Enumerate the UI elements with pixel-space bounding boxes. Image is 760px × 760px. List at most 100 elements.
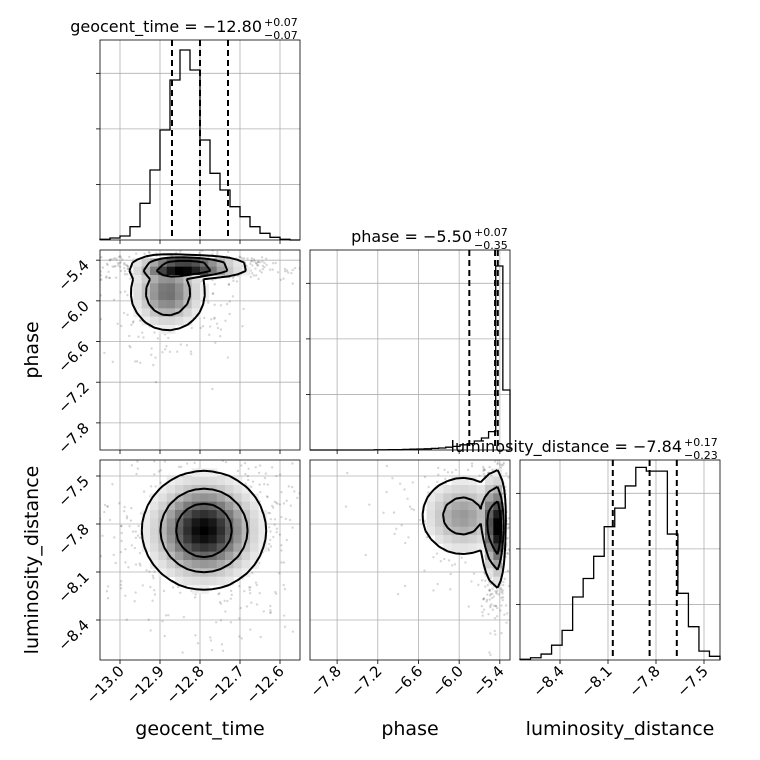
- density-geocent_time-vs-luminosity_distance-sample: [267, 549, 271, 552]
- density-geocent_time-vs-phase-sample: [207, 301, 210, 304]
- density-geocent_time-vs-phase-sample: [268, 268, 272, 271]
- x-tick-label-geocent_time-3: −12.7: [203, 662, 248, 707]
- density-geocent_time-vs-luminosity_distance-sample: [303, 515, 305, 517]
- density-geocent_time-vs-phase-sample: [116, 322, 119, 325]
- density-geocent_time-vs-phase-density-cell: [191, 308, 201, 318]
- density-geocent_time-vs-luminosity_distance-sample: [291, 630, 295, 633]
- density-geocent_time-vs-luminosity_distance-sample: [183, 428, 185, 430]
- density-geocent_time-vs-luminosity_distance-sample: [248, 588, 251, 592]
- density-geocent_time-vs-luminosity_distance-sample: [210, 648, 214, 652]
- density-geocent_time-vs-luminosity_distance-sample: [124, 594, 127, 597]
- density-phase-vs-luminosity_distance-density-cell: [435, 510, 444, 519]
- density-geocent_time-vs-luminosity_distance-sample: [275, 530, 278, 534]
- density-geocent_time-vs-luminosity_distance-sample: [205, 443, 207, 445]
- density-geocent_time-vs-luminosity_distance-sample: [160, 454, 162, 456]
- density-geocent_time-vs-luminosity_distance-density-cell: [183, 535, 193, 544]
- density-geocent_time-vs-phase-sample: [108, 276, 112, 280]
- density-phase-vs-luminosity_distance-sample: [499, 463, 502, 466]
- y-tick-label-luminosity_distance-1: −8.1: [54, 568, 92, 606]
- density-geocent_time-vs-phase-sample: [94, 263, 96, 265]
- panel-title-text-phase: phase = −5.50: [351, 227, 472, 246]
- density-geocent_time-vs-phase-sample: [152, 363, 155, 367]
- density-geocent_time-vs-luminosity_distance-sample: [157, 470, 161, 473]
- density-geocent_time-vs-luminosity_distance-density-cell: [141, 543, 151, 553]
- density-phase-vs-luminosity_distance-density-cell: [468, 485, 478, 494]
- density-geocent_time-vs-phase-density-cell: [150, 300, 159, 309]
- density-geocent_time-vs-phase-sample: [118, 262, 121, 265]
- density-phase-vs-luminosity_distance-sample: [494, 590, 497, 593]
- density-geocent_time-vs-phase-sample: [239, 256, 242, 259]
- density-geocent_time-vs-luminosity_distance-density-cell: [158, 493, 168, 503]
- density-phase-vs-luminosity_distance-sample: [496, 460, 500, 462]
- density-geocent_time-vs-phase-sample: [100, 278, 103, 281]
- density-phase-vs-luminosity_distance-sample: [470, 464, 474, 468]
- density-phase-vs-luminosity_distance-sample: [391, 477, 394, 480]
- density-geocent_time-vs-luminosity_distance-sample: [130, 464, 134, 467]
- density-phase-vs-luminosity_distance-marks: [344, 460, 558, 657]
- density-geocent_time-vs-phase-sample: [119, 269, 123, 273]
- density-geocent_time-vs-phase-density-cell: [200, 266, 209, 276]
- density-geocent_time-vs-luminosity_distance-sample: [291, 462, 294, 465]
- density-phase-vs-luminosity_distance-density-cell: [485, 485, 494, 494]
- density-geocent_time-vs-luminosity_distance-density-cell: [241, 493, 251, 503]
- x-tick-label-phase-4: −5.4: [469, 662, 507, 700]
- density-geocent_time-vs-phase-density-cell: [158, 316, 168, 326]
- density-geocent_time-vs-luminosity_distance-sample: [288, 518, 292, 522]
- density-geocent_time-vs-luminosity_distance-density-cell: [216, 568, 226, 578]
- density-phase-vs-luminosity_distance-density-cell: [468, 493, 478, 503]
- density-phase-vs-luminosity_distance-sample: [502, 461, 505, 465]
- density-geocent_time-vs-luminosity_distance-sample: [179, 465, 183, 469]
- density-phase-vs-luminosity_distance-sample: [501, 589, 505, 592]
- density-phase-vs-luminosity_distance-sample: [500, 464, 504, 467]
- density-phase-vs-luminosity_distance-density-cell: [493, 576, 503, 586]
- density-phase-vs-luminosity_distance-sample: [500, 596, 503, 599]
- density-geocent_time-vs-luminosity_distance-sample: [125, 618, 128, 621]
- density-geocent_time-vs-luminosity_distance-density-cell: [200, 476, 209, 486]
- density-geocent_time-vs-luminosity_distance-density-cell: [175, 485, 184, 494]
- density-phase-vs-luminosity_distance-sample: [489, 632, 492, 635]
- density-phase-vs-luminosity_distance-density-cell: [460, 526, 469, 536]
- density-geocent_time-vs-phase-sample: [164, 220, 166, 222]
- density-geocent_time-vs-luminosity_distance-sample: [138, 536, 142, 539]
- density-geocent_time-vs-luminosity_distance-sample: [220, 443, 222, 445]
- panel-title-minus-phase: −0.35: [474, 239, 508, 252]
- density-geocent_time-vs-phase-sample: [165, 244, 167, 246]
- density-geocent_time-vs-luminosity_distance-density-cell: [191, 560, 201, 569]
- density-geocent_time-vs-luminosity_distance-sample: [229, 597, 233, 600]
- density-geocent_time-vs-phase-sample: [41, 258, 43, 260]
- density-geocent_time-vs-luminosity_distance-density-cell: [183, 485, 193, 494]
- density-geocent_time-vs-phase-sample: [176, 350, 179, 353]
- density-geocent_time-vs-phase-sample: [201, 325, 205, 328]
- density-geocent_time-vs-luminosity_distance-density-cell: [241, 526, 251, 536]
- panel-title-text-geocent_time: geocent_time = −12.80: [70, 17, 262, 37]
- density-geocent_time-vs-phase-sample: [265, 257, 268, 260]
- plot-background-layer: [100, 40, 720, 660]
- panel-title-plus-phase: +0.07: [474, 226, 508, 239]
- density-phase-vs-luminosity_distance-sample: [491, 592, 494, 596]
- density-geocent_time-vs-phase-sample: [232, 279, 235, 282]
- density-geocent_time-vs-luminosity_distance-density-cell: [158, 535, 168, 544]
- density-geocent_time-vs-luminosity_distance-density-cell: [175, 576, 184, 586]
- panel-title-minus-geocent_time: −0.07: [264, 29, 298, 42]
- density-phase-vs-luminosity_distance-sample: [410, 507, 413, 511]
- density-geocent_time-vs-phase-density-cell: [225, 258, 234, 268]
- density-phase-vs-luminosity_distance-sample: [364, 553, 367, 557]
- density-geocent_time-vs-luminosity_distance-density-cell: [150, 535, 159, 544]
- density-geocent_time-vs-luminosity_distance-sample: [293, 490, 296, 493]
- density-geocent_time-vs-phase-sample: [164, 237, 166, 239]
- density-geocent_time-vs-phase-sample: [89, 292, 91, 294]
- density-geocent_time-vs-luminosity_distance-density-cell: [216, 510, 226, 519]
- density-geocent_time-vs-phase-sample: [119, 256, 123, 259]
- density-geocent_time-vs-phase-density-cell: [133, 275, 143, 284]
- density-geocent_time-vs-phase-sample: [261, 260, 264, 263]
- density-geocent_time-vs-phase-sample: [104, 276, 108, 279]
- density-geocent_time-vs-luminosity_distance-density-cell: [191, 493, 201, 503]
- density-phase-vs-luminosity_distance-sample: [556, 517, 558, 519]
- density-geocent_time-vs-phase-density-cell: [216, 266, 226, 276]
- density-geocent_time-vs-phase-sample: [138, 319, 142, 322]
- density-phase-vs-luminosity_distance-density-cell: [451, 501, 461, 511]
- density-geocent_time-vs-phase-sample: [218, 335, 222, 338]
- density-geocent_time-vs-luminosity_distance-sample: [267, 511, 270, 515]
- density-geocent_time-vs-luminosity_distance-density-cell: [258, 518, 268, 528]
